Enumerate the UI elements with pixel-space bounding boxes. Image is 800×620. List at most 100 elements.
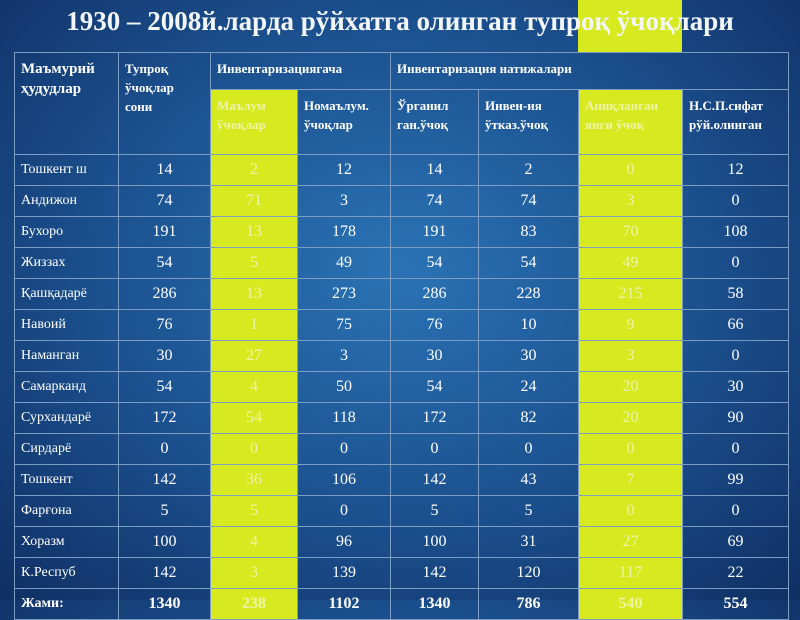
table-row: Наманган 30 27 3 30 30 3 0 — [14, 340, 790, 372]
table-row: Қашқадарё 286 13 273 286 228 215 58 — [14, 278, 790, 310]
table-cell: 12 — [682, 154, 790, 186]
table-cell: 58 — [682, 278, 790, 310]
table-row: К.Респуб 142 3 139 142 120 117 22 — [14, 557, 790, 589]
table-cell: 54 — [390, 371, 480, 403]
table-cell: 14 — [390, 154, 480, 186]
table-cell: 191 — [390, 216, 480, 248]
table-row: Тошкент ш 14 2 12 14 2 0 12 — [14, 154, 790, 186]
table-cell: 0 — [578, 154, 684, 186]
table-cell: 24 — [478, 371, 580, 403]
header-cell: Н.С.П.сифат рўй.олинган — [682, 89, 790, 155]
table-cell: 100 — [390, 526, 480, 558]
table-cell: 2 — [478, 154, 580, 186]
table-row: Жами: 1340 238 1102 1340 786 540 554 — [14, 588, 790, 620]
table-cell: 3 — [296, 340, 392, 372]
table-body: Маъмурий ҳудудлар Тупроқ ўчоқлар сони Инве… — [14, 52, 790, 620]
table-row: Самарканд 54 4 50 54 24 20 30 — [14, 371, 790, 403]
table-cell: 90 — [682, 402, 790, 434]
table-row: Навоий 76 1 75 76 10 9 66 — [14, 309, 790, 341]
table-cell: 9 — [578, 309, 684, 341]
table-cell: 54 — [210, 402, 298, 434]
table-cell: 14 — [118, 154, 211, 186]
header-cell: Маълум ўчоқлар — [210, 89, 298, 155]
region-name: Тошкент — [14, 464, 119, 496]
region-name: Тошкент ш — [14, 154, 119, 186]
highlight-strip — [578, 0, 682, 52]
table-cell: 83 — [478, 216, 580, 248]
region-name: Сирдарё — [14, 433, 119, 465]
table-cell: 142 — [390, 464, 480, 496]
region-name: Самарканд — [14, 371, 119, 403]
table-cell: 117 — [578, 557, 684, 589]
table-cell: 4 — [210, 371, 298, 403]
table-cell: 540 — [578, 588, 684, 620]
table-cell: 54 — [118, 371, 211, 403]
table-cell: 191 — [118, 216, 211, 248]
table-cell: 0 — [118, 433, 211, 465]
table-cell: 13 — [210, 216, 298, 248]
table-cell: 49 — [296, 247, 392, 279]
table-cell: 273 — [296, 278, 392, 310]
region-name: Андижон — [14, 185, 119, 217]
table-cell: 100 — [118, 526, 211, 558]
table-cell: 3 — [296, 185, 392, 217]
header-row: Маълум ўчоқлар Номаълум. ўчоқлар Ўрганил г… — [15, 89, 790, 155]
table-cell: 142 — [118, 464, 211, 496]
table-cell: 43 — [478, 464, 580, 496]
table-cell: 12 — [296, 154, 392, 186]
table-cell: 71 — [210, 185, 298, 217]
table-cell: 30 — [682, 371, 790, 403]
table-cell: 120 — [478, 557, 580, 589]
table-cell: 7 — [578, 464, 684, 496]
table-cell: 0 — [682, 340, 790, 372]
table-cell: 5 — [118, 495, 211, 527]
table-row: Сурхандарё 172 54 118 172 82 20 90 — [14, 402, 790, 434]
region-name: К.Респуб — [14, 557, 119, 589]
table-cell: 172 — [118, 402, 211, 434]
table-cell: 54 — [478, 247, 580, 279]
table-cell: 1102 — [296, 588, 392, 620]
table-cell: 142 — [118, 557, 211, 589]
table-cell: 0 — [390, 433, 480, 465]
table-cell: 5 — [210, 247, 298, 279]
table-cell: 66 — [682, 309, 790, 341]
table-row: Жиззах 54 5 49 54 54 49 0 — [14, 247, 790, 279]
table-cell: 178 — [296, 216, 392, 248]
table-cell: 74 — [390, 185, 480, 217]
header-cell: Номаълум. ўчоқлар — [296, 89, 392, 155]
table-cell: 96 — [296, 526, 392, 558]
header-cell: Маъмурий ҳудудлар — [14, 52, 119, 155]
table-cell: 3 — [578, 185, 684, 217]
table-cell: 5 — [210, 495, 298, 527]
table-cell: 1340 — [390, 588, 480, 620]
table-cell: 27 — [210, 340, 298, 372]
table-cell: 70 — [578, 216, 684, 248]
header-cell: Инвентаризациягача — [209, 52, 392, 90]
table-cell: 27 — [578, 526, 684, 558]
header-cell: Инвентаризация натижалари — [390, 52, 790, 90]
table-cell: 106 — [296, 464, 392, 496]
table-cell: 82 — [478, 402, 580, 434]
table-cell: 172 — [390, 402, 480, 434]
table-row: Тошкент 142 36 106 142 43 7 99 — [14, 464, 790, 496]
region-name: Жами: — [14, 588, 119, 620]
header-row: Маъмурий ҳудудлар Тупроқ ўчоқлар сони Инве… — [14, 52, 790, 155]
table-cell: 99 — [682, 464, 790, 496]
table-cell: 0 — [682, 247, 790, 279]
region-name: Жиззах — [14, 247, 119, 279]
table-cell: 5 — [390, 495, 480, 527]
table-cell: 0 — [296, 495, 392, 527]
table-cell: 76 — [390, 309, 480, 341]
table-cell: 286 — [118, 278, 211, 310]
header-cell: Аниқланган янги ўчоқ — [578, 89, 684, 155]
table-cell: 74 — [478, 185, 580, 217]
table-cell: 30 — [118, 340, 211, 372]
table-cell: 75 — [296, 309, 392, 341]
table-cell: 3 — [578, 340, 684, 372]
table-cell: 76 — [118, 309, 211, 341]
table-row: Хоразм 100 4 96 100 31 27 69 — [14, 526, 790, 558]
table-cell: 108 — [682, 216, 790, 248]
table-cell: 4 — [210, 526, 298, 558]
table-cell: 215 — [578, 278, 684, 310]
